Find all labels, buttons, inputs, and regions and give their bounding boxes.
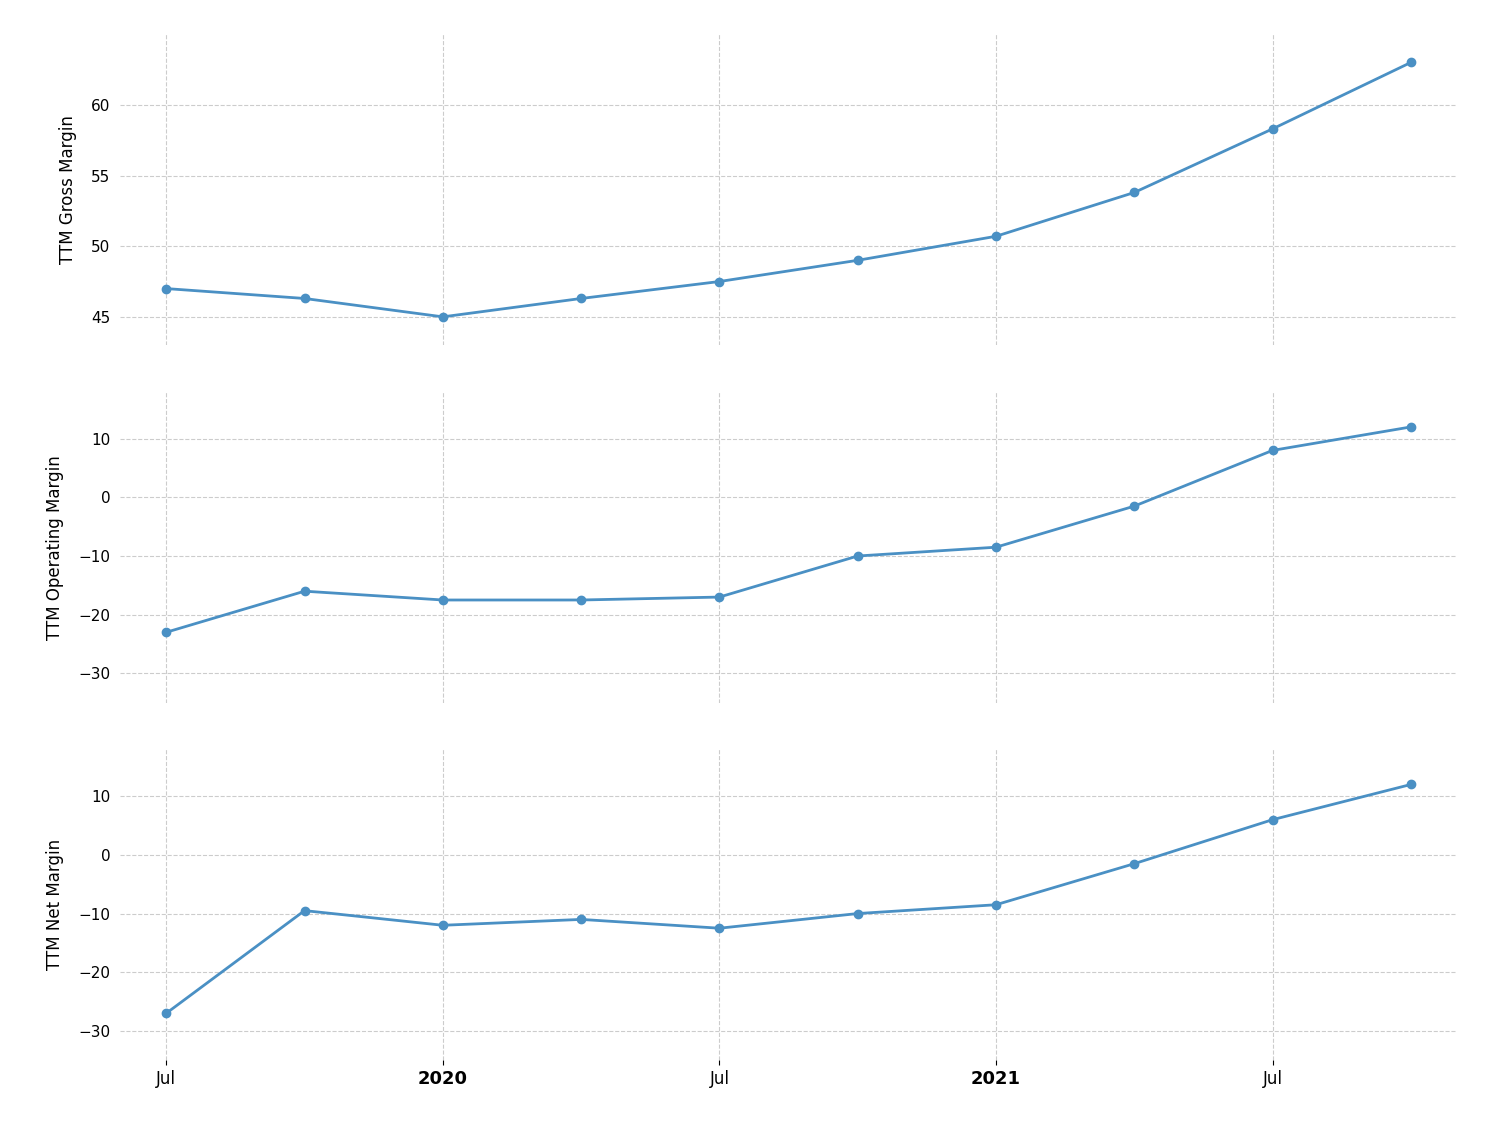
Y-axis label: TTM Operating Margin: TTM Operating Margin: [47, 455, 65, 640]
Y-axis label: TTM Net Margin: TTM Net Margin: [47, 839, 65, 970]
Y-axis label: TTM Gross Margin: TTM Gross Margin: [59, 115, 77, 264]
